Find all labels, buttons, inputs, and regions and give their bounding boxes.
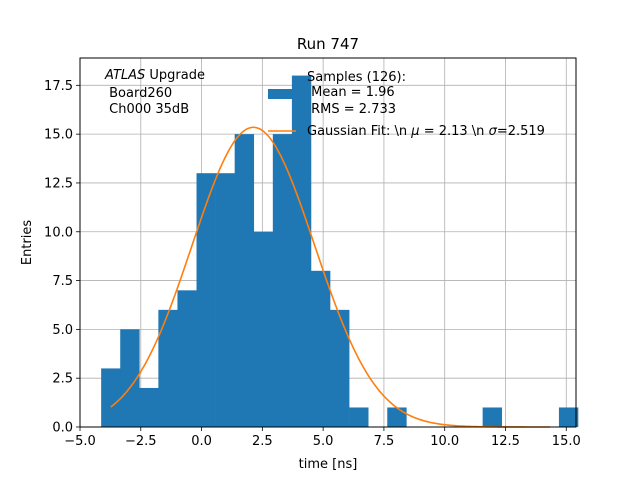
histogram-bar (253, 231, 274, 427)
annotation-line2: Board260 (105, 86, 172, 101)
y-axis-ticks: 0.0 2.5 5.0 7.5 10.0 12.5 15.0 17.5 (44, 79, 80, 436)
legend-fit-mu: μ (410, 124, 419, 139)
y-tick-label: 17.5 (44, 79, 73, 94)
x-axis-ticks: −5.0 −2.5 0.0 2.5 5.0 7.5 10.0 12.5 15.0 (64, 427, 581, 449)
legend-hist-label-line1: Samples (126): (307, 70, 406, 85)
legend-hist-label-line3: RMS = 2.733 (307, 102, 396, 117)
y-axis-title: Entries (20, 220, 35, 266)
histogram-bar (387, 407, 407, 427)
annotation-experiment: ATLAS (104, 68, 145, 83)
y-tick-label: 0.0 (52, 421, 73, 436)
legend-fit-suffix: =2.519 (497, 124, 545, 139)
histogram-bar (215, 173, 235, 427)
y-tick-label: 5.0 (52, 323, 73, 338)
experiment-annotation: ATLAS Upgrade Board260 Ch000 35dB (104, 68, 205, 117)
x-tick-label: 2.5 (252, 434, 273, 449)
legend-fit-sigma: σ (489, 124, 498, 139)
chart-title: Run 747 (297, 35, 359, 53)
histogram-bar (310, 270, 331, 427)
x-tick-label: 15.0 (552, 434, 581, 449)
histogram-bar (158, 309, 178, 427)
legend-fit-prefix: Gaussian Fit: \n (307, 124, 411, 139)
annotation-line3: Ch000 35dB (105, 102, 189, 117)
plot-frame (79, 57, 577, 428)
legend-fit-mid: = 2.13 \n (420, 124, 489, 139)
annotation-experiment-suffix: Upgrade (145, 68, 205, 83)
histogram-bar (272, 134, 293, 427)
x-tick-label: 7.5 (374, 434, 395, 449)
histogram-bar (330, 309, 350, 427)
y-tick-label: 7.5 (52, 274, 73, 289)
x-tick-label: 10.0 (430, 434, 459, 449)
legend-hist-swatch (268, 89, 296, 99)
histogram-bar (558, 407, 579, 427)
legend-hist-label-line2: Mean = 1.96 (307, 85, 395, 100)
x-tick-label: 12.5 (491, 434, 520, 449)
legend: Samples (126): Mean = 1.96 RMS = 2.733 G… (268, 70, 545, 139)
histogram-bar (291, 75, 312, 428)
histogram-bar (120, 329, 140, 427)
y-tick-label: 2.5 (52, 372, 73, 387)
y-tick-label: 10.0 (44, 225, 73, 240)
histogram-bar (196, 173, 216, 427)
y-tick-label: 15.0 (44, 128, 73, 143)
histogram-bar (139, 387, 159, 427)
x-tick-label: 0.0 (191, 434, 212, 449)
legend-fit-label: Gaussian Fit: \n μ = 2.13 \n σ=2.519 (307, 124, 545, 139)
y-tick-label: 12.5 (44, 176, 73, 191)
histogram-bars (101, 75, 579, 428)
x-tick-label: −5.0 (64, 434, 96, 449)
x-axis-title: time [ns] (299, 457, 358, 472)
histogram-bar (177, 290, 197, 427)
x-tick-label: 5.0 (313, 434, 334, 449)
histogram-bar (234, 134, 255, 427)
histogram-bar (101, 368, 121, 427)
annotation-line1: ATLAS Upgrade (104, 68, 205, 83)
histogram-bar (482, 407, 503, 427)
histogram-bar (349, 407, 369, 427)
x-tick-label: −2.5 (125, 434, 157, 449)
